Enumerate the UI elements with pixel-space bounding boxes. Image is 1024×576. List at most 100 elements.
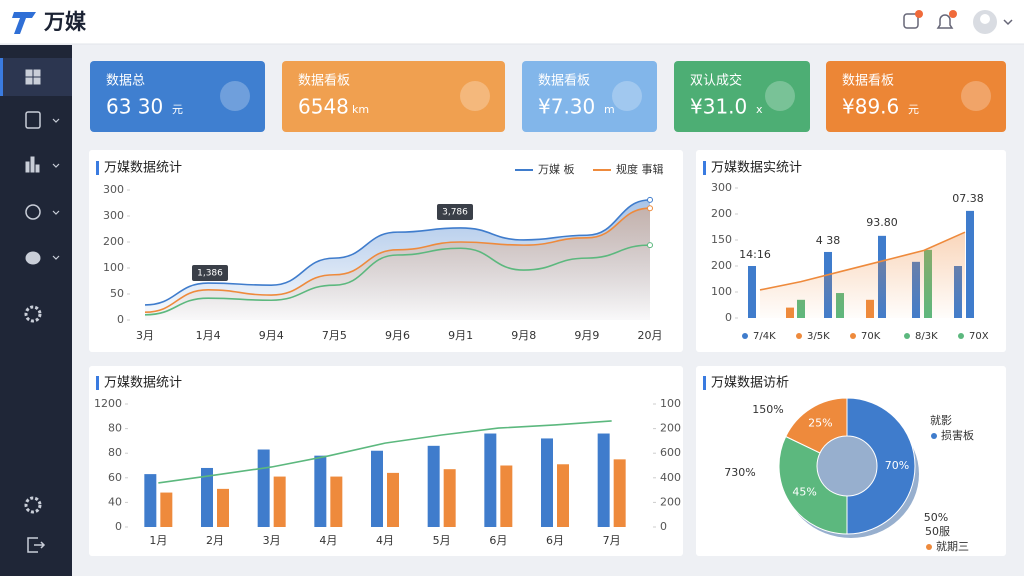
bar — [160, 492, 173, 527]
bar — [144, 474, 157, 527]
nav-globe[interactable] — [25, 204, 41, 220]
x-tick-label: 7月 — [603, 534, 621, 547]
x-tick-label: 4月 — [376, 534, 394, 547]
x-tick-label: 20月 — [638, 329, 663, 342]
x-tick-label: 9月8 — [511, 329, 536, 342]
card-label: 数据看板 — [842, 73, 894, 89]
bar — [443, 469, 456, 527]
y-tick-label: 200 — [711, 207, 732, 220]
card-label: 数据总 — [106, 74, 145, 89]
y-tick-label: 1200 — [94, 397, 122, 410]
badge — [915, 10, 923, 18]
end-point — [647, 196, 653, 203]
chart-title: 万媒数据实统计 — [711, 161, 802, 176]
card-value: ¥7.30 — [538, 95, 595, 119]
legend-label: 70K — [861, 331, 881, 342]
card-value: ¥89.6 — [842, 95, 899, 119]
y-tick-label: 0 — [725, 311, 732, 324]
legend-dot — [926, 544, 932, 550]
nav-docs[interactable] — [25, 111, 41, 129]
legend-label: 万媒 板 — [538, 162, 575, 176]
slice-label: 45% — [792, 486, 816, 499]
tooltip — [192, 265, 228, 281]
title-marker — [703, 161, 706, 175]
message-icon[interactable] — [903, 13, 919, 29]
y-tick-label: 100 — [103, 261, 124, 274]
x-tick-label: 1月 — [149, 534, 167, 547]
bar — [314, 455, 327, 527]
legend-dot — [958, 333, 964, 339]
logo-text: 万媒 — [43, 10, 87, 34]
data-label: 14:16 — [739, 248, 771, 261]
legend-title: 50服 — [925, 525, 950, 538]
pie-slice — [778, 435, 848, 535]
stat-card — [522, 61, 657, 132]
card-unit: 元 — [908, 103, 919, 116]
y-tick-label: 0 — [117, 313, 124, 326]
bar — [387, 472, 399, 527]
y-tick-label: 200 — [103, 235, 124, 248]
sidebar-icons — [24, 69, 60, 553]
nav-settings[interactable] — [24, 305, 42, 323]
bar — [330, 476, 343, 527]
nav-dashboard[interactable] — [25, 69, 41, 85]
bar — [201, 467, 213, 527]
y-tick-label: 60 — [108, 471, 122, 484]
nav-charts[interactable] — [25, 156, 40, 173]
panel — [89, 366, 683, 556]
stat-card — [826, 61, 1006, 132]
nav-config[interactable] — [24, 496, 42, 514]
avatar-head — [980, 14, 990, 24]
legend-dot — [904, 333, 910, 339]
bar — [748, 266, 756, 318]
logo-icon — [12, 12, 36, 34]
line — [144, 244, 651, 316]
bar — [371, 450, 383, 527]
legend-label: 损害板 — [941, 428, 974, 442]
y-tick-label: 300 — [711, 181, 732, 194]
y-tick-label: 0 — [660, 520, 667, 533]
legend-label: 3/5K — [807, 331, 830, 342]
title-marker — [96, 376, 99, 390]
dropdown-arrow[interactable] — [1003, 19, 1013, 26]
bar — [273, 476, 286, 527]
bar — [597, 433, 610, 527]
bell-icon[interactable] — [936, 14, 954, 29]
bar — [966, 210, 974, 318]
bar — [557, 464, 569, 527]
nav-logout[interactable] — [27, 537, 46, 553]
title-marker — [96, 161, 99, 175]
y-tick-label: 80 — [108, 422, 122, 435]
end-point — [647, 242, 653, 249]
y-tick-label: 40 — [108, 495, 122, 508]
header — [0, 0, 1024, 44]
line — [144, 207, 651, 313]
y-tick-label: 0 — [115, 520, 122, 533]
sidebar-active — [0, 58, 72, 96]
x-tick-label: 7月5 — [322, 329, 347, 342]
area — [760, 232, 965, 318]
card-icon — [765, 81, 795, 111]
y-tick-label: 300 — [103, 183, 124, 196]
y-tick-label: 80 — [108, 446, 122, 459]
y-tick-label: 200 — [660, 495, 681, 508]
card-label: 数据看板 — [298, 73, 350, 89]
stat-card — [90, 61, 265, 132]
card-label: 数据看板 — [538, 73, 590, 89]
card-unit: 元 — [172, 103, 183, 116]
end-point — [647, 205, 653, 212]
card-value: 63 30 — [106, 95, 163, 119]
x-tick-label: 2月 — [206, 534, 224, 547]
bar — [484, 433, 497, 527]
y-tick-label: 150 — [711, 233, 732, 246]
legend-label: 规度 事辑 — [616, 162, 664, 176]
card-unit: x — [756, 103, 763, 116]
y-tick-label: 100 — [711, 285, 732, 298]
x-tick-label: 9月4 — [259, 329, 284, 342]
y-tick-label: 200 — [711, 259, 732, 272]
bar — [427, 445, 440, 527]
nav-database[interactable] — [25, 251, 41, 265]
card-icon — [220, 81, 250, 111]
active-indicator — [0, 58, 3, 96]
